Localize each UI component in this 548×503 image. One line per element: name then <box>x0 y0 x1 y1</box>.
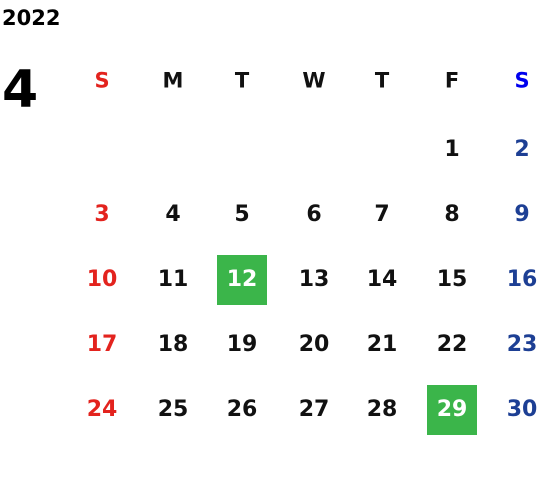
weekday-header: M <box>162 68 184 93</box>
day: 2 <box>514 137 530 162</box>
day: 8 <box>444 202 460 227</box>
highlight-box <box>217 255 267 305</box>
day: 1 <box>444 137 460 162</box>
day: 19 <box>226 332 258 357</box>
weekday-header: S <box>94 68 110 93</box>
day: 26 <box>226 397 258 422</box>
day: 16 <box>506 267 538 292</box>
day: 6 <box>306 202 322 227</box>
day: 4 <box>165 202 181 227</box>
day: 27 <box>298 397 330 422</box>
day: 20 <box>298 332 330 357</box>
day: 17 <box>86 332 118 357</box>
day: 23 <box>506 332 538 357</box>
day: 18 <box>157 332 189 357</box>
day: 25 <box>157 397 189 422</box>
day: 14 <box>366 267 398 292</box>
weekday-header: T <box>234 68 250 93</box>
day: 24 <box>86 397 118 422</box>
day: 22 <box>436 332 468 357</box>
day: 29 <box>436 397 468 422</box>
weekday-header: W <box>302 68 326 93</box>
weekday-header: S <box>514 68 530 93</box>
day: 30 <box>506 397 538 422</box>
year: 2022 <box>2 6 61 30</box>
day: 7 <box>374 202 390 227</box>
day: 13 <box>298 267 330 292</box>
day: 21 <box>366 332 398 357</box>
day: 3 <box>94 202 110 227</box>
highlight-box <box>427 385 477 435</box>
day: 10 <box>86 267 118 292</box>
day: 5 <box>234 202 250 227</box>
month: 4 <box>2 60 39 120</box>
day: 11 <box>157 267 189 292</box>
day: 28 <box>366 397 398 422</box>
day: 12 <box>226 267 258 292</box>
weekday-header: F <box>444 68 460 93</box>
day: 15 <box>436 267 468 292</box>
weekday-header: T <box>374 68 390 93</box>
day: 9 <box>514 202 530 227</box>
